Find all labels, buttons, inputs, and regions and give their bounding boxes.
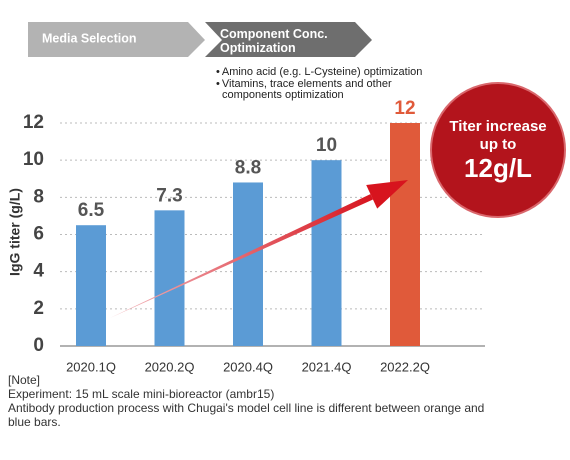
value-label: 8.8 [235, 157, 261, 178]
value-label: 7.3 [156, 185, 182, 206]
value-label: 12 [394, 98, 415, 119]
phase-label: Media Selection [42, 31, 136, 45]
notes: [Note] Experiment: 15 mL scale mini-bior… [8, 373, 498, 429]
bullet: Amino acid (e.g. L-Cysteine) optimizatio… [214, 66, 423, 79]
bullet: Vitamins, trace elements and other compo… [214, 78, 422, 102]
y-tick-label: 0 [33, 335, 44, 356]
phase-label-box: Component Conc. Optimization [220, 27, 328, 55]
bullet-list: Amino acid (e.g. L-Cysteine) optimizatio… [214, 66, 423, 102]
y-tick-label: 8 [33, 186, 44, 207]
trend-arrow [110, 180, 408, 318]
y-tick-label: 4 [33, 261, 44, 282]
x-tick-label: 2020.1Q [66, 359, 116, 374]
phase-label: Component Conc. Optimization [220, 27, 328, 55]
note-line: Antibody production process with Chugai'… [8, 401, 485, 429]
y-axis-label: IgG titer (g/L) [7, 188, 23, 276]
bar [390, 123, 420, 346]
x-tick-label: 2022.2Q [380, 359, 430, 374]
x-tick-label: 2020.4Q [223, 359, 273, 374]
x-tick-label: 2020.2Q [145, 359, 195, 374]
callout-text: 12g/L [464, 153, 532, 183]
y-tick-label: 2 [33, 298, 44, 319]
bar [76, 225, 106, 346]
callout-text: up to [480, 136, 517, 153]
value-label: 10 [316, 135, 337, 156]
y-tick-label: 12 [23, 112, 44, 133]
y-tick-label: 10 [23, 149, 44, 170]
x-tick-label: 2021.4Q [302, 359, 352, 374]
phase-arrow [28, 22, 205, 57]
arrow-shaft [110, 194, 373, 318]
bar [154, 210, 185, 346]
note-line: Experiment: 15 mL scale mini-bioreactor … [8, 387, 275, 401]
arrow-head [366, 180, 408, 209]
bar [233, 182, 263, 346]
callout-circle [430, 82, 566, 218]
note-heading: [Note] [8, 373, 41, 387]
y-tick-label: 6 [33, 224, 44, 245]
phase-arrow [205, 22, 372, 57]
bar [311, 160, 342, 346]
callout-text: Titer increase [449, 118, 546, 135]
value-label: 6.5 [78, 200, 105, 221]
plot: 0 2 4 6 8 10 12 2020.1Q 6.5 2020.2Q 7.3 2020.4Q 8.8 2… [23, 98, 485, 374]
